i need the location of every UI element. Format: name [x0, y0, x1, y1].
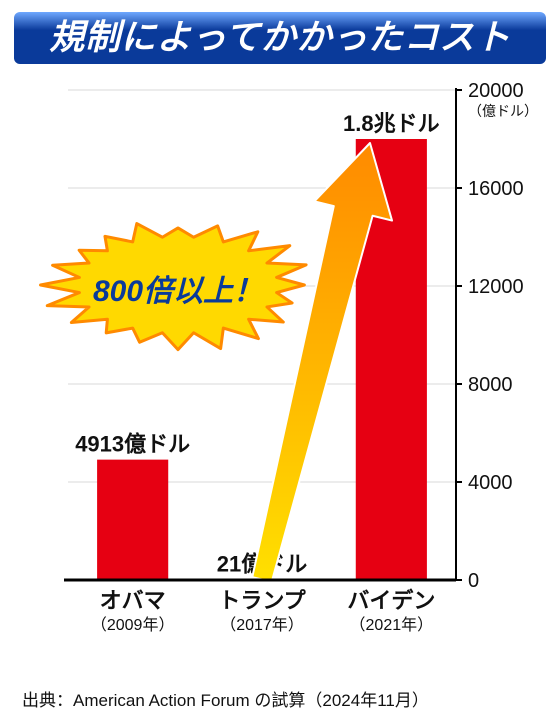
callout-burst: 800倍以上！	[34, 207, 322, 363]
category-label: トランプ	[218, 588, 306, 613]
category-sublabel: （2009年）	[91, 616, 175, 634]
y-tick-label: 4000	[468, 472, 513, 494]
y-tick-label: 8000	[468, 374, 513, 396]
bar-value-label: 1.8兆ドル	[343, 111, 440, 136]
category-label: オバマ	[100, 588, 166, 613]
bar	[97, 460, 168, 580]
bar-value-label: 4913億ドル	[75, 432, 190, 457]
page-title-band: 規制によってかかったコスト	[14, 12, 546, 64]
category-sublabel: （2017年）	[220, 616, 304, 634]
y-unit-label: （億ドル）	[468, 103, 532, 119]
y-tick-label: 16000	[468, 178, 524, 200]
y-tick-label: 0	[468, 570, 479, 592]
callout-text: 800倍以上！	[34, 266, 322, 310]
chart-container: 0 4000 8000 12000 16000 20000（億ドル） 4913億ドルオバマ （…	[28, 80, 532, 640]
source-citation: 出典：American Action Forum の試算（2024年11月）	[22, 686, 429, 711]
category-label: バイデン	[347, 588, 435, 613]
category-sublabel: （2021年）	[350, 616, 434, 634]
y-tick-label: 20000	[468, 80, 524, 102]
y-tick-label: 12000	[468, 276, 524, 298]
